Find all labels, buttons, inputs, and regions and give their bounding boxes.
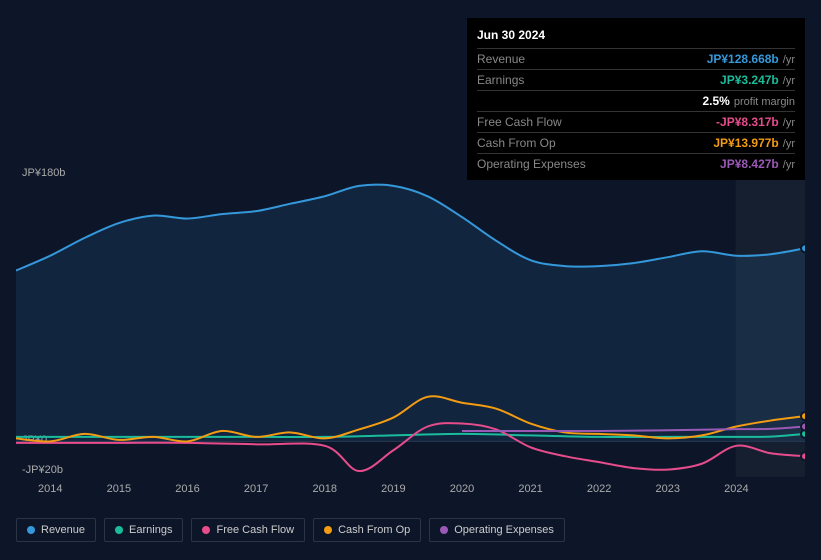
legend-item-earnings[interactable]: Earnings (104, 518, 183, 542)
end-dot-revenue (801, 244, 805, 252)
tooltip-row: Revenue JP¥128.668b/yr (477, 48, 795, 69)
x-axis-tick: 2020 (450, 483, 474, 495)
tooltip-row: Operating Expenses JP¥8.427b/yr (477, 153, 795, 174)
legend-dot-icon (324, 526, 332, 534)
tooltip-label: Earnings (477, 73, 524, 87)
x-axis-tick: 2024 (724, 483, 748, 495)
tooltip-unit: /yr (783, 138, 795, 150)
legend-label: Free Cash Flow (216, 524, 294, 536)
x-axis-tick: 2017 (244, 483, 268, 495)
end-dot-free-cash-flow (801, 452, 805, 460)
end-dot-operating-expenses (801, 423, 805, 431)
tooltip-row: Free Cash Flow -JP¥8.317b/yr (477, 111, 795, 132)
tooltip-label: Operating Expenses (477, 157, 586, 171)
tooltip-value: 2.5% (703, 94, 730, 108)
end-dot-cash-from-op (801, 412, 805, 420)
legend-label: Earnings (129, 524, 172, 536)
tooltip-value: JP¥13.977b (713, 136, 778, 150)
x-axis-tick: 2023 (656, 483, 680, 495)
tooltip-unit: /yr (783, 117, 795, 129)
x-axis-tick: 2021 (518, 483, 542, 495)
tooltip-unit: /yr (783, 75, 795, 87)
x-axis-tick: 2016 (175, 483, 199, 495)
legend-item-revenue[interactable]: Revenue (16, 518, 96, 542)
tooltip-date: Jun 30 2024 (477, 24, 795, 48)
tooltip-row: Cash From Op JP¥13.977b/yr (477, 132, 795, 153)
tooltip-label: Free Cash Flow (477, 115, 562, 129)
tooltip-value: JP¥3.247b (720, 73, 779, 87)
chart-area[interactable] (16, 160, 805, 477)
legend-label: Cash From Op (338, 524, 410, 536)
tooltip-unit: /yr (783, 159, 795, 171)
x-axis-tick: 2022 (587, 483, 611, 495)
tooltip-label: Revenue (477, 52, 525, 66)
x-axis-tick: 2014 (38, 483, 62, 495)
x-axis-tick: 2015 (107, 483, 131, 495)
legend-item-free-cash-flow[interactable]: Free Cash Flow (191, 518, 305, 542)
tooltip-row: Earnings JP¥3.247b/yr (477, 69, 795, 90)
tooltip-label: Cash From Op (477, 136, 556, 150)
legend-label: Operating Expenses (454, 524, 554, 536)
tooltip-value: -JP¥8.317b (716, 115, 779, 129)
legend-item-cash-from-op[interactable]: Cash From Op (313, 518, 421, 542)
tooltip-unit: profit margin (734, 96, 795, 108)
tooltip-unit: /yr (783, 54, 795, 66)
legend-label: Revenue (41, 524, 85, 536)
tooltip-row: 2.5% profit margin (477, 90, 795, 111)
tooltip-value: JP¥128.668b (707, 52, 779, 66)
legend-dot-icon (202, 526, 210, 534)
legend-dot-icon (115, 526, 123, 534)
legend-dot-icon (27, 526, 35, 534)
x-axis-tick: 2019 (381, 483, 405, 495)
tooltip-value: JP¥8.427b (720, 157, 779, 171)
legend: Revenue Earnings Free Cash Flow Cash From O… (16, 518, 565, 542)
chart-tooltip: Jun 30 2024 RevenueJP¥128.668b/yrEarning… (467, 18, 805, 180)
legend-item-operating-expenses[interactable]: Operating Expenses (429, 518, 565, 542)
legend-dot-icon (440, 526, 448, 534)
x-axis-tick: 2018 (312, 483, 336, 495)
